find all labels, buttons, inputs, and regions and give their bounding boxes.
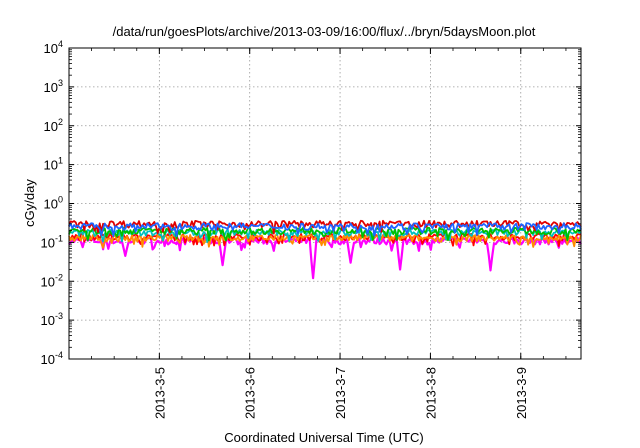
y-axis: 10-4 10-3 10-2 10-1 100 101 102 103 104: [41, 39, 581, 367]
y-tick-label: 10-4: [41, 350, 63, 367]
y-tick-label: 10-3: [41, 311, 63, 328]
y-axis-label: cGy/day: [22, 179, 37, 227]
series-line: [68, 222, 582, 238]
y-tick-label: 100: [44, 195, 63, 212]
y-tick-label: 102: [44, 117, 63, 134]
x-tick-label: 2013-3-7: [333, 367, 348, 419]
series-line: [68, 234, 582, 249]
y-tick-label: 10-2: [41, 272, 63, 289]
y-tick-label: 103: [44, 78, 63, 95]
y-tick-label: 101: [44, 156, 63, 173]
x-tick-label: 2013-3-5: [152, 367, 167, 419]
series-line: [68, 226, 582, 242]
chart-title: /data/run/goesPlots/archive/2013-03-09/1…: [113, 24, 536, 39]
x-tick-label: 2013-3-8: [423, 367, 438, 419]
x-tick-label: 2013-3-9: [514, 367, 529, 419]
series-layer: [68, 219, 582, 280]
y-tick-label: 104: [44, 39, 63, 56]
x-axis-label: Coordinated Universal Time (UTC): [224, 430, 423, 445]
x-tick-label: 2013-3-6: [243, 367, 258, 419]
y-tick-label: 10-1: [41, 233, 63, 250]
x-axis: 2013-3-5 2013-3-6 2013-3-7 2013-3-8 2013-3-9: [68, 48, 567, 419]
